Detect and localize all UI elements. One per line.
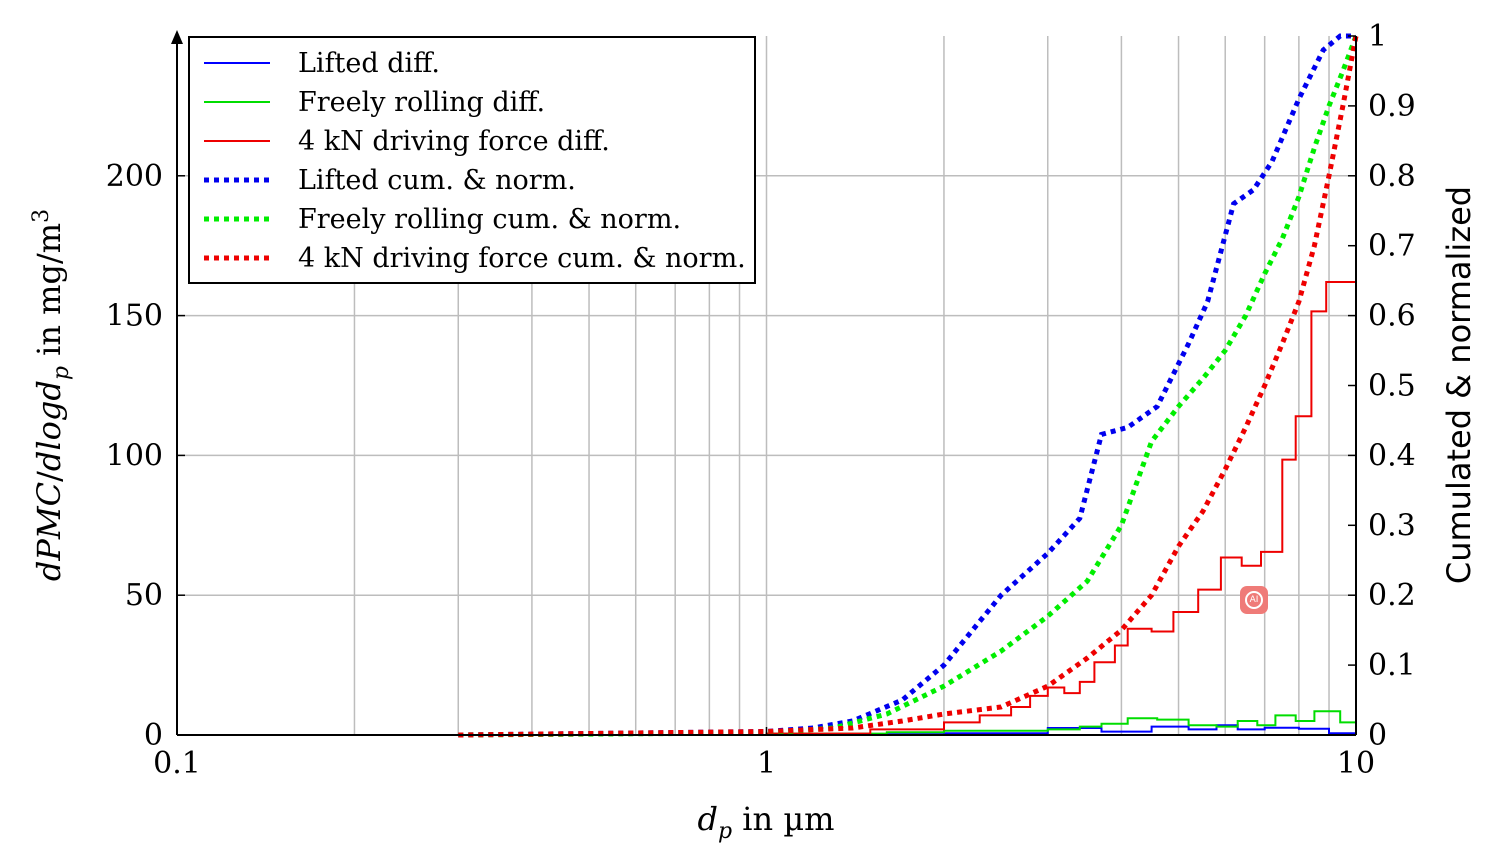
y-tick-label: 200 (106, 159, 163, 194)
legend-box (188, 36, 756, 284)
y2-tick-label: 1 (1368, 19, 1387, 54)
series-lifted-diff (458, 724, 1356, 736)
x-axis-title: dp in µm (698, 800, 835, 844)
left-axis-arrow (171, 30, 183, 44)
series-layer (458, 33, 1359, 738)
y-tick-label: 50 (125, 578, 163, 613)
y-tick-label: 150 (106, 299, 163, 334)
y2-axis-title: Cumulated & normalized (1440, 186, 1478, 584)
x-tick-label: 1 (757, 746, 776, 781)
tick-layer: 0.1 1 1005010015020000.10.20.30.40.50.60.7… (106, 19, 1416, 781)
y-tick-label: 0 (144, 718, 163, 753)
y2-tick-label: 0.4 (1368, 438, 1416, 473)
y-axis-title: dPMC/dlogdp in mg/m3 (29, 209, 74, 581)
legend-label-freely-rolling-diff: Freely rolling diff. (298, 87, 545, 118)
series-lifted-cum-norm (458, 33, 1356, 738)
legend: Lifted diff. Freely rolling diff. 4 kN dri… (188, 36, 756, 284)
legend-label-4-kn-driving-force-diff: 4 kN driving force diff. (298, 126, 610, 157)
y2-tick-label: 0.3 (1368, 508, 1416, 543)
legend-label-freely-rolling-cum-norm: Freely rolling cum. & norm. (298, 204, 681, 235)
x-tick-label: 10 (1337, 746, 1375, 781)
legend-label-lifted-cum-norm: Lifted cum. & norm. (298, 165, 576, 196)
legend-items: Lifted diff. Freely rolling diff. 4 kN dri… (204, 48, 746, 274)
ai-badge-icon[interactable]: AI (1240, 586, 1268, 614)
x-tick-label: 0.1 (153, 746, 201, 781)
y2-tick-label: 0.2 (1368, 578, 1416, 613)
y2-tick-label: 0.5 (1368, 369, 1416, 404)
series-freely-rolling-cum-norm (458, 35, 1359, 738)
series-4-kn-driving-force-diff (458, 281, 1356, 736)
series-freely-rolling-diff (458, 710, 1356, 736)
y2-tick-label: 0.8 (1368, 159, 1416, 194)
y2-tick-label: 0.9 (1368, 89, 1416, 124)
y2-tick-label: 0.7 (1368, 229, 1416, 264)
legend-label-lifted-diff: Lifted diff. (298, 48, 440, 79)
y2-tick-label: 0 (1368, 718, 1387, 753)
y2-tick-label: 0.6 (1368, 299, 1416, 334)
y-tick-label: 100 (106, 438, 163, 473)
y2-tick-label: 0.1 (1368, 648, 1416, 683)
ai-badge-ring: AI (1245, 591, 1263, 609)
series-4-kn-driving-force-cum-norm (458, 35, 1359, 738)
legend-label-4-kn-driving-force-cum-norm: 4 kN driving force cum. & norm. (298, 243, 746, 274)
